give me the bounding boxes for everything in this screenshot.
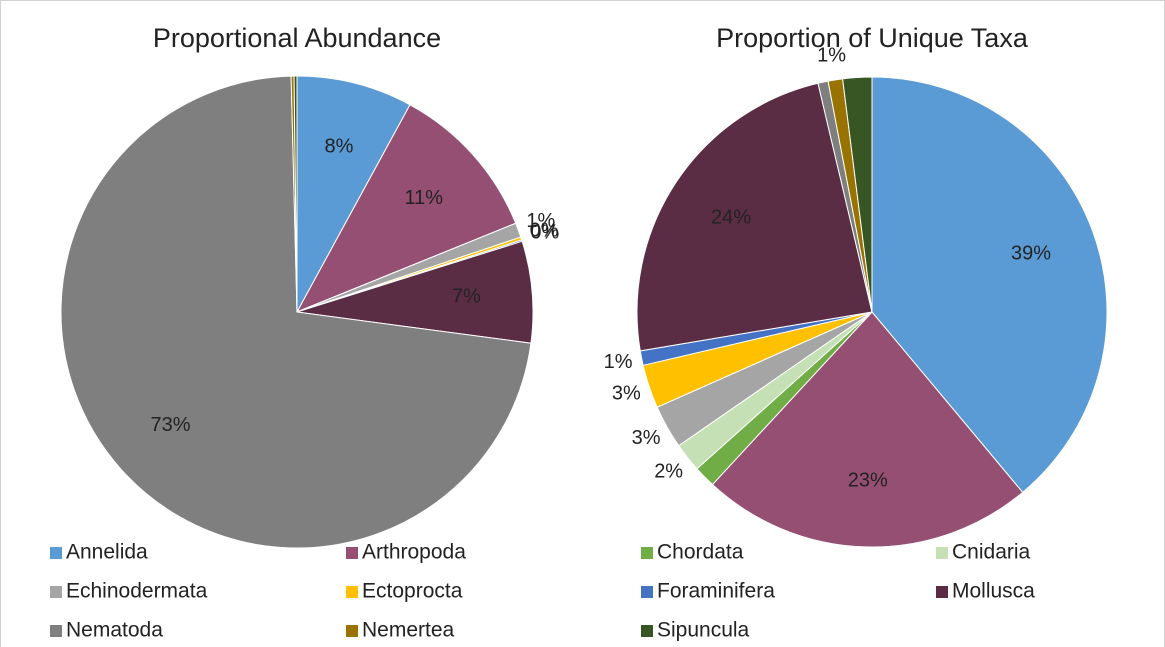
pie-slice (295, 104, 517, 313)
data-label: 11% (405, 187, 444, 209)
data-label: 39% (1011, 243, 1051, 265)
data-label: 8% (325, 136, 354, 158)
legend-swatch (50, 625, 62, 637)
legend-swatch (641, 547, 653, 559)
chart-title: Proportional Abundance (153, 23, 441, 53)
legend-label: Nemertea (362, 619, 455, 642)
pie-slice (293, 75, 298, 313)
legend-swatch (641, 625, 653, 637)
legend-label: Cnidaria (952, 541, 1031, 564)
data-label: 1% (526, 210, 555, 232)
data-label: 0% (530, 222, 559, 244)
data-label: 3% (612, 382, 641, 404)
data-label: 1% (817, 44, 846, 66)
data-label: 24% (711, 207, 751, 229)
legend-swatch (346, 586, 358, 598)
legend-swatch (50, 547, 62, 559)
data-label: 2% (654, 461, 683, 483)
legend-label: Chordata (657, 541, 744, 564)
data-label: 23% (848, 469, 888, 491)
legend-swatch (641, 586, 653, 598)
legend-label: Arthropoda (362, 541, 466, 564)
pie-slice (871, 76, 1108, 494)
legend-swatch (346, 625, 358, 637)
legend-label: Echinodermata (66, 580, 208, 603)
legend-swatch (936, 586, 948, 598)
data-label: 7% (452, 286, 481, 308)
data-label: 3% (632, 427, 661, 449)
legend-label: Annelida (66, 541, 148, 564)
pie-slice (296, 75, 411, 313)
pie-slice (711, 311, 1024, 548)
legend-label: Mollusca (952, 580, 1035, 603)
legend-swatch (50, 586, 62, 598)
data-label: 73% (151, 414, 191, 436)
pie-slice (842, 76, 873, 313)
legend-label: Foraminifera (657, 580, 775, 603)
pie-slice (60, 75, 532, 549)
legend-label: Nematoda (66, 619, 163, 642)
data-label: 0% (530, 219, 559, 241)
data-label: 1% (604, 351, 633, 373)
pie-slice (636, 82, 873, 352)
pie-slice (296, 240, 534, 344)
legend-label: Sipuncula (657, 619, 750, 642)
legend-label: Ectoprocta (362, 580, 463, 603)
chart-title: Proportion of Unique Taxa (716, 23, 1029, 53)
legend-swatch (346, 547, 358, 559)
legend-swatch (936, 547, 948, 559)
